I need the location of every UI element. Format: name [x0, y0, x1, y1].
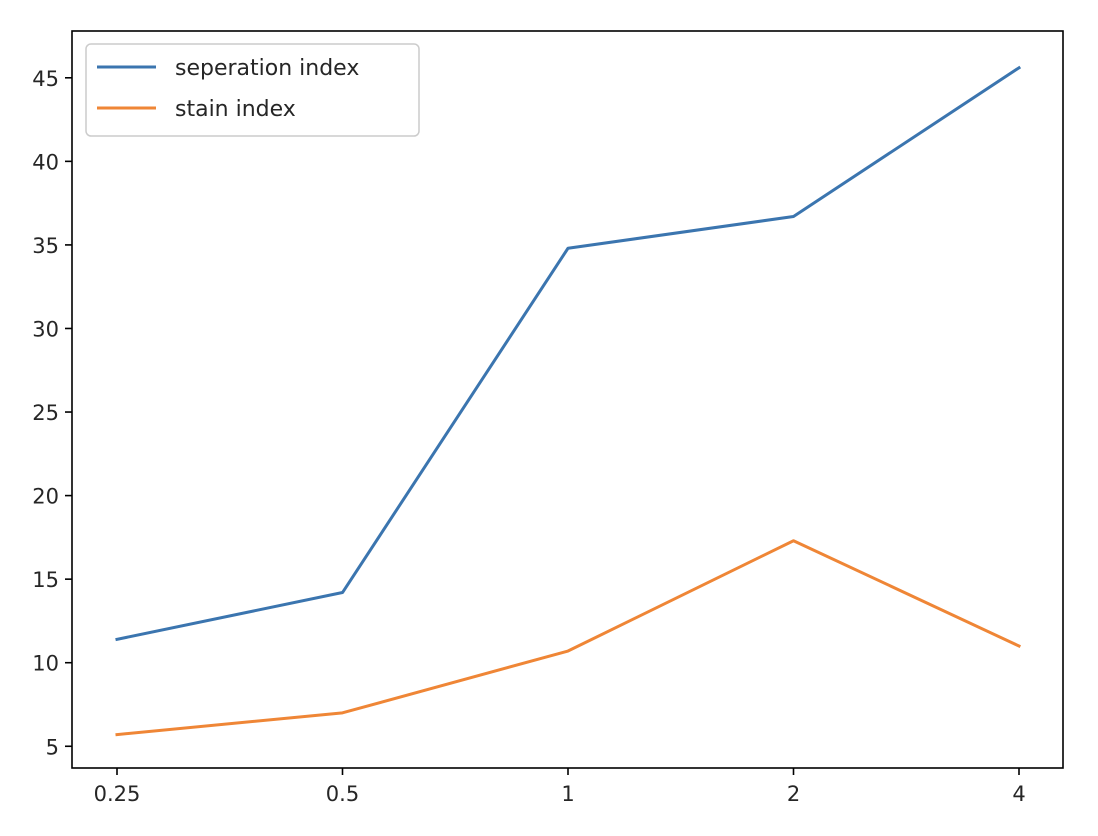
plot-frame: [71, 30, 1064, 769]
series-layer: [115, 65, 1022, 737]
x-axis-ticks: 0.25 0.5 1 2 4: [94, 768, 1026, 806]
y-axis-ticks: 5 10 15 20 25 30 35 40 45: [32, 67, 72, 759]
y-tick-label: 15: [32, 568, 59, 592]
x-tick-label: 1: [561, 782, 574, 806]
y-tick-label: 25: [32, 401, 59, 425]
legend-label: stain index: [175, 97, 296, 122]
x-tick-label: 2: [787, 782, 800, 806]
x-tick-label: 4: [1012, 782, 1025, 806]
legend: seperation index stain index: [85, 43, 420, 137]
x-tick-label: 0.5: [326, 782, 359, 806]
legend-box: [85, 43, 420, 137]
y-tick-label: 45: [32, 67, 59, 91]
y-tick-label: 30: [32, 317, 59, 341]
series-line-1: [115, 65, 1022, 642]
y-tick-label: 10: [32, 652, 59, 676]
y-tick-label: 40: [32, 150, 59, 174]
series-line-2: [115, 539, 1021, 737]
y-tick-label: 5: [46, 735, 59, 759]
y-tick-label: 20: [32, 485, 59, 509]
x-tick-label: 0.25: [94, 782, 141, 806]
y-tick-label: 35: [32, 234, 59, 258]
legend-label: seperation index: [175, 56, 359, 81]
